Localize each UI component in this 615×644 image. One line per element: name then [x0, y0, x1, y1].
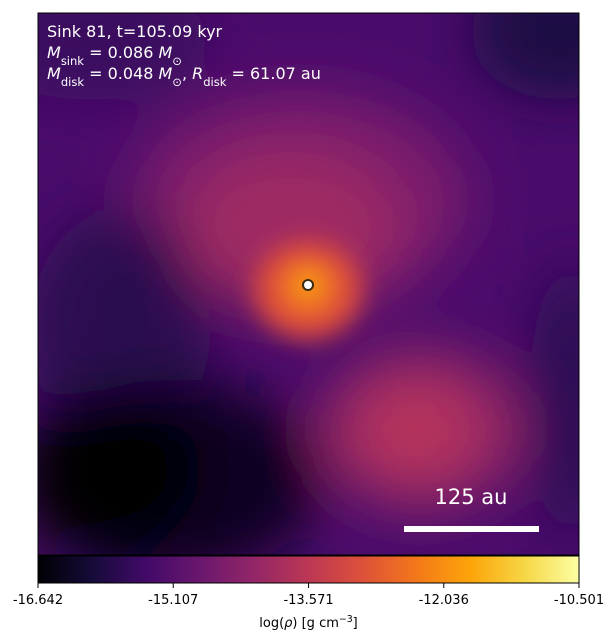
text-part: M — [47, 43, 61, 62]
text-part: = 61.07 au — [226, 64, 320, 83]
text-part: = 0.086 — [84, 43, 158, 62]
text-part: = 0.048 — [84, 64, 158, 83]
text-part: M — [158, 64, 172, 83]
frame — [37, 12, 580, 556]
text-part: ρ — [284, 616, 293, 631]
text-part: M — [47, 64, 61, 83]
text-part: disk — [203, 75, 227, 89]
text-part: −3 — [339, 614, 353, 625]
sink-marker — [302, 279, 314, 291]
colorbar — [37, 555, 580, 584]
colorbar-tick-label: -10.501 — [554, 593, 604, 608]
text-part: ⊙ — [172, 54, 182, 68]
text-part: Sink 81, t=105.09 kyr — [47, 22, 223, 41]
text-part: R — [192, 64, 203, 83]
density-map: 125 au — [38, 13, 579, 555]
colorbar-label: log(ρ) [g cm−3] — [259, 614, 358, 632]
text-part: ) [g cm — [292, 616, 338, 631]
scale-bar — [404, 526, 539, 532]
colorbar-tick-label: -16.642 — [13, 593, 63, 608]
text-part: disk — [61, 75, 85, 89]
scale-bar-label: 125 au — [435, 485, 508, 509]
annotation: Msink = 0.086 M⊙ — [47, 43, 182, 68]
text-part: M — [158, 43, 172, 62]
text-part: ⊙ — [172, 75, 182, 89]
text-part: ] — [353, 616, 358, 631]
text-part: sink — [61, 54, 84, 68]
annotation: Sink 81, t=105.09 kyr — [47, 22, 223, 41]
annotation: Mdisk = 0.048 M⊙, Rdisk = 61.07 au — [47, 64, 321, 89]
colorbar-tick-label: -13.571 — [283, 593, 333, 608]
colorbar-tick-label: -12.036 — [419, 593, 469, 608]
colorbar-tick-label: -15.107 — [148, 593, 198, 608]
text-part: log( — [259, 616, 284, 631]
text-part: , — [182, 64, 192, 83]
